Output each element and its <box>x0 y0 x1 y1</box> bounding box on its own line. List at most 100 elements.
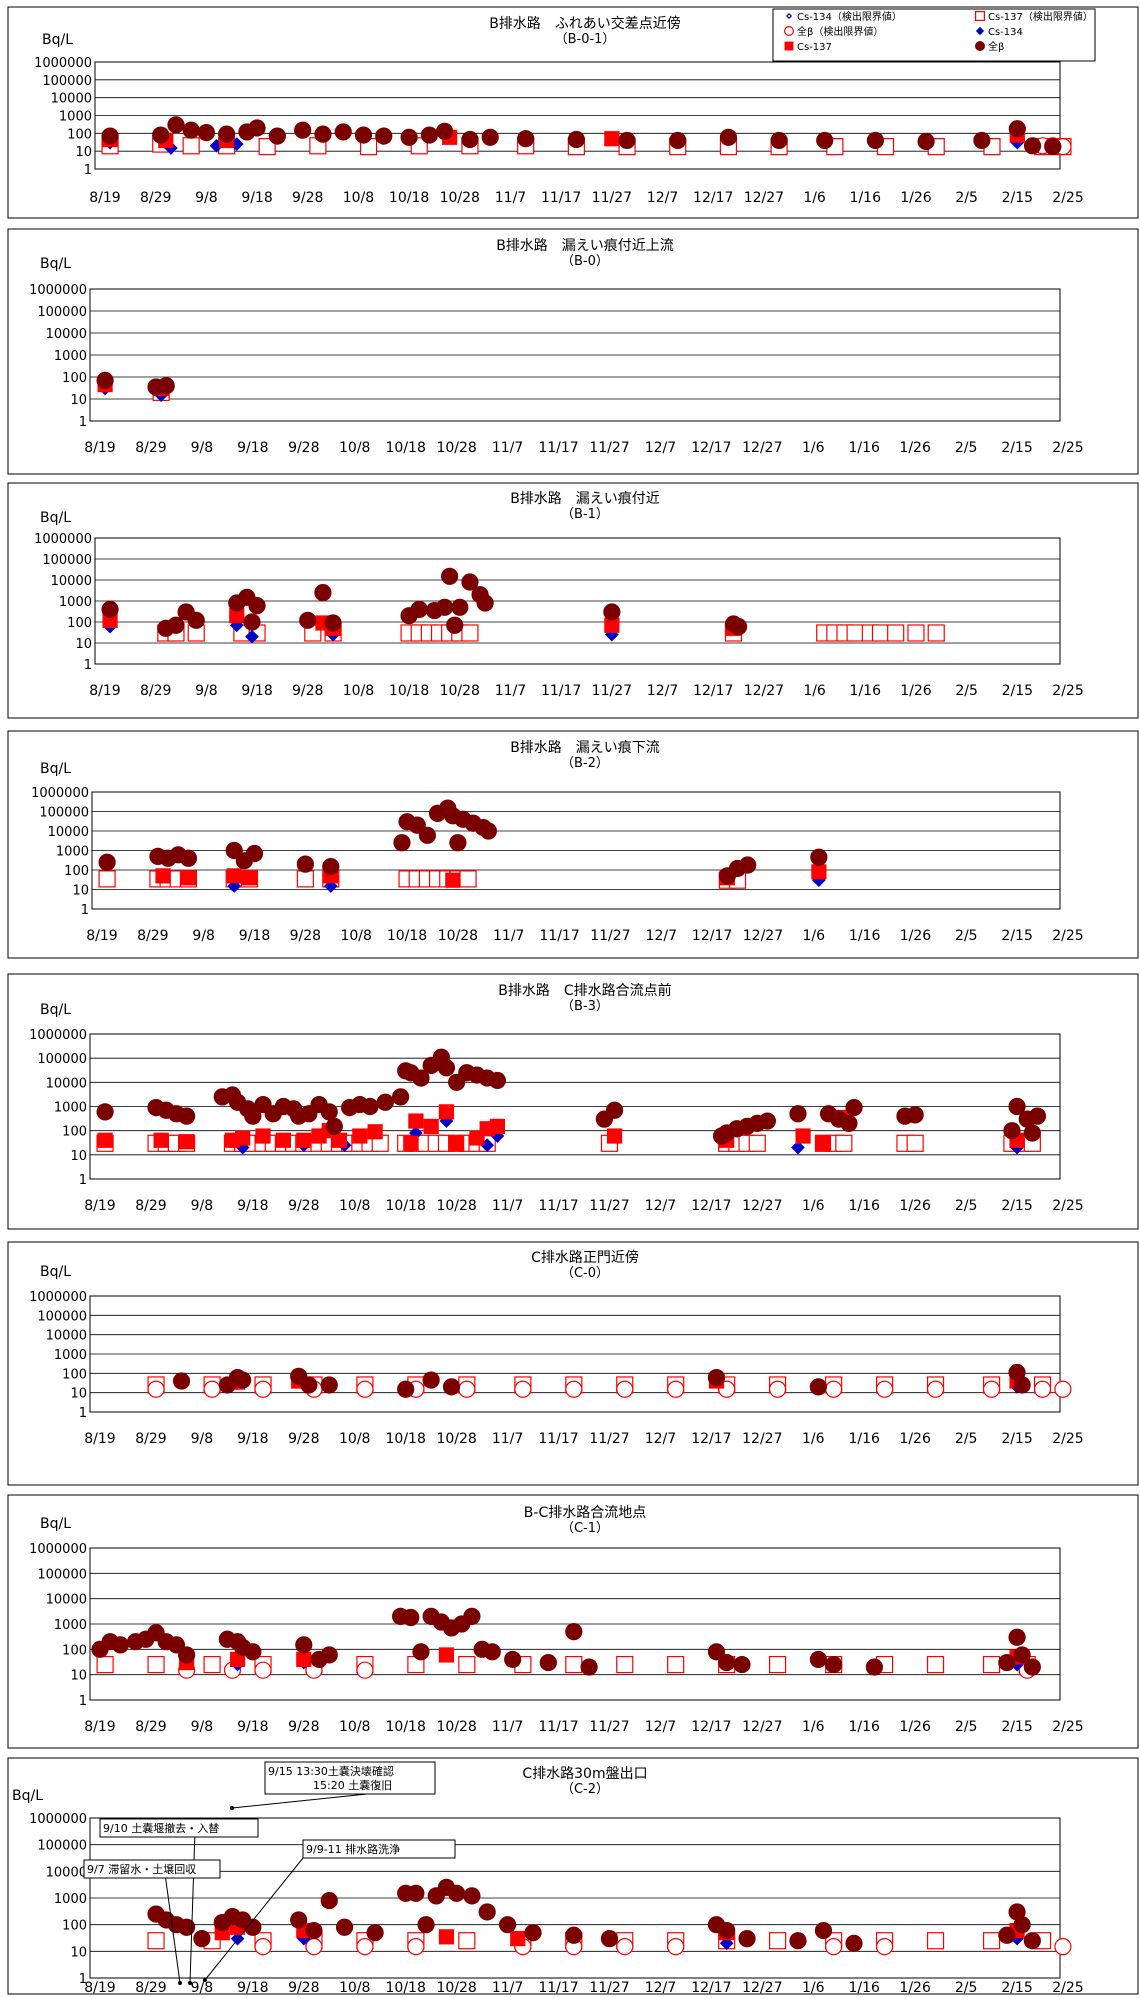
beta-nd-point <box>1054 1938 1072 1956</box>
arrow-head-icon <box>178 1981 182 1985</box>
beta-point <box>600 1930 619 1948</box>
y-tick-label: 1000 <box>56 845 89 860</box>
x-tick-label: 11/17 <box>538 440 578 456</box>
x-tick-label: 2/5 <box>955 440 978 456</box>
x-tick-label: 9/18 <box>237 1980 268 1996</box>
y-axis-label: Bq/L <box>40 1264 71 1280</box>
cs137-nd-point <box>565 1655 583 1674</box>
filled-diamond-icon <box>975 26 985 36</box>
beta-point <box>325 1117 343 1136</box>
beta-point <box>718 1921 736 1940</box>
x-tick-label: 10/18 <box>386 1980 426 1996</box>
beta-point <box>478 1903 496 1921</box>
y-tick-label: 10000 <box>51 574 92 589</box>
chart-frame <box>7 1757 1139 1995</box>
x-tick-label: 10/28 <box>438 928 478 944</box>
beta-point <box>172 1372 191 1390</box>
y-tick-label: 10000 <box>46 1865 87 1880</box>
cs137-point <box>97 1132 113 1148</box>
x-tick-label: 11/17 <box>538 1980 578 1996</box>
x-tick-label: 10/18 <box>386 1198 426 1214</box>
y-tick-label: 1000 <box>54 1618 87 1633</box>
x-tick-label: 11/17 <box>541 190 581 206</box>
x-tick-label: 2/15 <box>1001 440 1032 456</box>
y-tick-label: 10 <box>72 884 89 899</box>
x-tick-label: 2/5 <box>955 1431 978 1447</box>
annotation-text: 9/7 滞留水・土壌回収 <box>87 1863 196 1876</box>
cs137-nd-point <box>982 1655 1001 1674</box>
beta-point <box>441 567 459 585</box>
cs134-point <box>245 629 259 644</box>
chart-title: C排水路正門近傍 <box>531 1249 639 1266</box>
beta-point <box>296 855 314 873</box>
beta-point <box>479 822 498 840</box>
legend-box <box>772 8 1096 62</box>
beta-point <box>758 1112 777 1130</box>
x-tick-label: 1/16 <box>848 1431 880 1447</box>
beta-point <box>816 131 834 150</box>
x-tick-label: 12/7 <box>645 1719 676 1735</box>
beta-point <box>178 1107 196 1125</box>
y-tick-label: 1000000 <box>29 1812 87 1827</box>
cs137-nd-point <box>667 1655 685 1674</box>
beta-nd-point <box>768 1380 787 1398</box>
beta-nd-point <box>254 1661 272 1679</box>
x-tick-label: 2/25 <box>1052 440 1083 456</box>
y-tick-label: 10 <box>70 1387 87 1402</box>
x-tick-label: 2/25 <box>1052 1198 1083 1214</box>
beta-point <box>334 123 352 141</box>
beta-point <box>845 1934 863 1952</box>
beta-nd-point <box>407 1938 425 1956</box>
beta-nd-point <box>147 1380 165 1398</box>
annotation-text: 9/15 13:30土嚢決壊確認 <box>268 1764 394 1778</box>
beta-point <box>1028 1107 1047 1125</box>
y-tick-label: 100 <box>62 1919 87 1934</box>
x-tick-label: 9/18 <box>237 1719 268 1735</box>
beta-point <box>361 1097 379 1116</box>
x-tick-label: 2/25 <box>1052 1980 1083 1996</box>
beta-point <box>461 130 479 149</box>
beta-point <box>1023 137 1042 155</box>
chart-subtitle: （C-2） <box>561 1782 609 1797</box>
beta-point <box>96 371 114 390</box>
series-beta <box>96 1048 1047 1145</box>
y-tick-label: 10 <box>75 637 92 652</box>
beta-point <box>789 1932 807 1950</box>
x-tick-label: 1/26 <box>900 683 932 699</box>
beta-nd-point <box>875 1380 894 1398</box>
series-beta <box>101 567 748 637</box>
y-tick-label: 10000 <box>46 327 87 342</box>
x-tick-label: 10/18 <box>389 190 429 206</box>
series-beta <box>96 371 175 396</box>
x-tick-label: 12/17 <box>691 1198 731 1214</box>
x-tick-label: 12/27 <box>742 1719 782 1735</box>
x-tick-label: 12/27 <box>742 1198 782 1214</box>
x-tick-label: 12/27 <box>744 683 784 699</box>
beta-point <box>245 844 264 863</box>
x-tick-label: 10/28 <box>436 1431 476 1447</box>
beta-point <box>517 130 535 148</box>
beta-nd-point <box>926 1380 945 1398</box>
cs137-nd-point <box>748 1134 766 1152</box>
cs137-nd-point <box>98 870 116 888</box>
x-tick-label: 2/25 <box>1052 190 1083 206</box>
y-tick-label: 100 <box>62 1125 87 1140</box>
beta-point <box>605 1101 624 1119</box>
beta-point <box>437 1059 456 1077</box>
x-tick-label: 9/8 <box>191 1980 214 1996</box>
x-tick-label: 9/8 <box>192 928 215 944</box>
beta-point <box>225 841 243 860</box>
cs137-point <box>226 868 242 884</box>
x-tick-label: 9/28 <box>292 683 323 699</box>
chart-subtitle: （B-2） <box>561 756 609 771</box>
cs137-nd-point <box>458 1655 476 1674</box>
cs137-nd-point <box>887 624 905 642</box>
x-tick-label: 2/5 <box>955 683 978 699</box>
filled-square-icon <box>784 41 794 51</box>
cs137-point <box>352 1128 368 1144</box>
beta-point <box>707 1643 726 1661</box>
beta-point <box>320 1103 338 1121</box>
series-cs137-nd <box>147 1932 1052 1950</box>
beta-point <box>814 1921 833 1940</box>
series-cs137-nd <box>147 1376 1052 1394</box>
